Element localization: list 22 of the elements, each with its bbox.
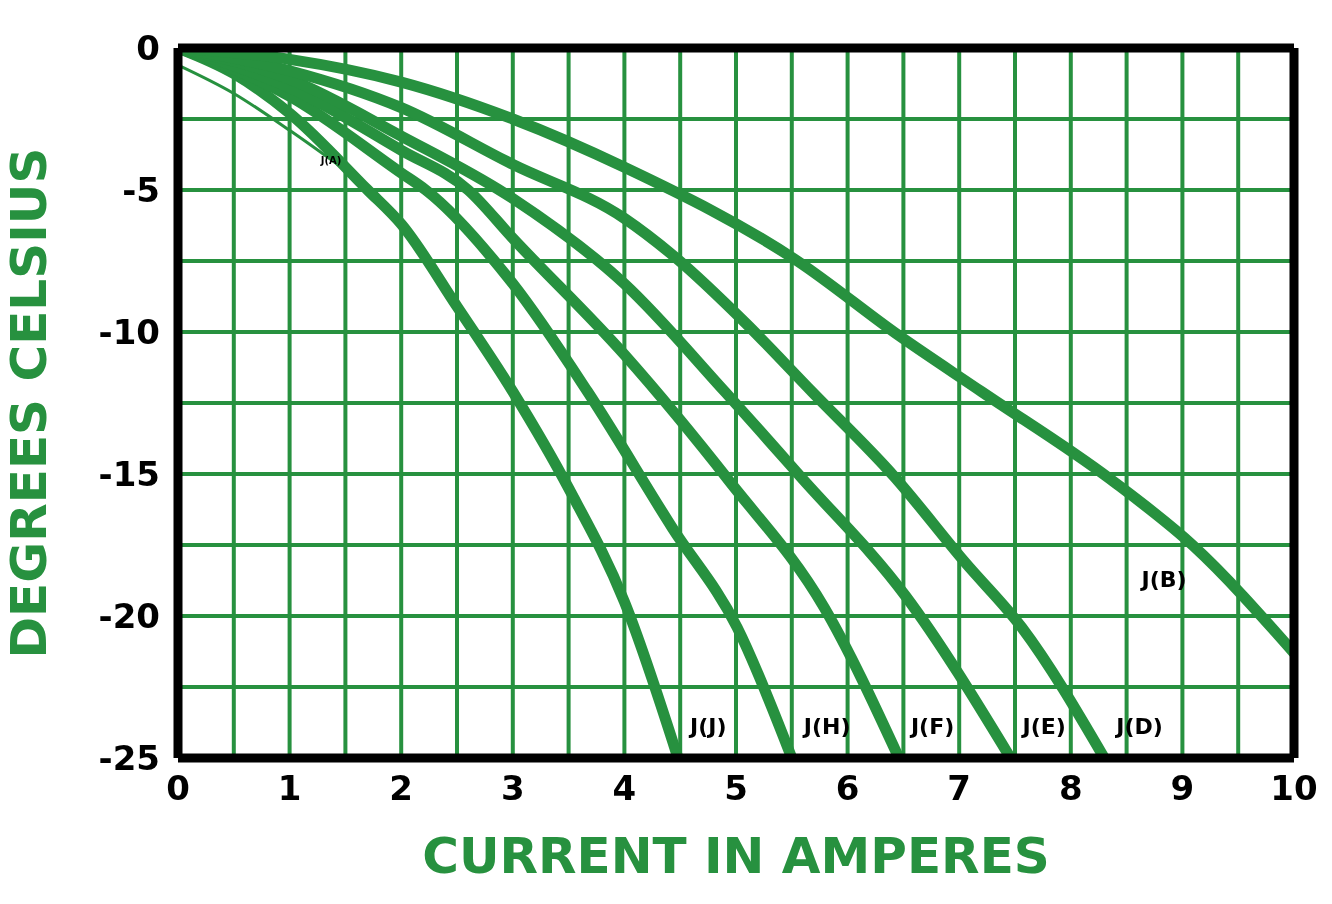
x-tick-label: 8 <box>1058 768 1083 809</box>
x-tick-label: 9 <box>1170 768 1195 809</box>
x-tick-label: 10 <box>1270 768 1318 809</box>
x-tick-label: 3 <box>500 768 525 809</box>
x-tick-label: 1 <box>277 768 302 809</box>
x-tick-label: 0 <box>166 768 190 809</box>
x-tick-label: 4 <box>612 768 637 809</box>
x-tick-label: 6 <box>835 768 860 809</box>
x-axis-title: CURRENT IN AMPERES <box>422 827 1050 885</box>
x-tick-label: 2 <box>389 768 414 809</box>
series-label: J(J) <box>687 714 727 739</box>
y-axis-title: DEGREES CELSIUS <box>0 147 58 659</box>
y-tick-label: -5 <box>122 170 160 211</box>
series-label: J(E) <box>1020 714 1066 739</box>
series-label: J(F) <box>908 714 955 739</box>
x-tick-label: 5 <box>724 768 748 809</box>
y-tick-label: -15 <box>98 454 160 495</box>
y-tick-label: 0 <box>136 28 160 69</box>
y-tick-label: -20 <box>98 596 160 637</box>
y-tick-label: -10 <box>98 312 160 353</box>
y-tick-label: -25 <box>98 738 160 779</box>
x-tick-label: 7 <box>947 768 972 809</box>
